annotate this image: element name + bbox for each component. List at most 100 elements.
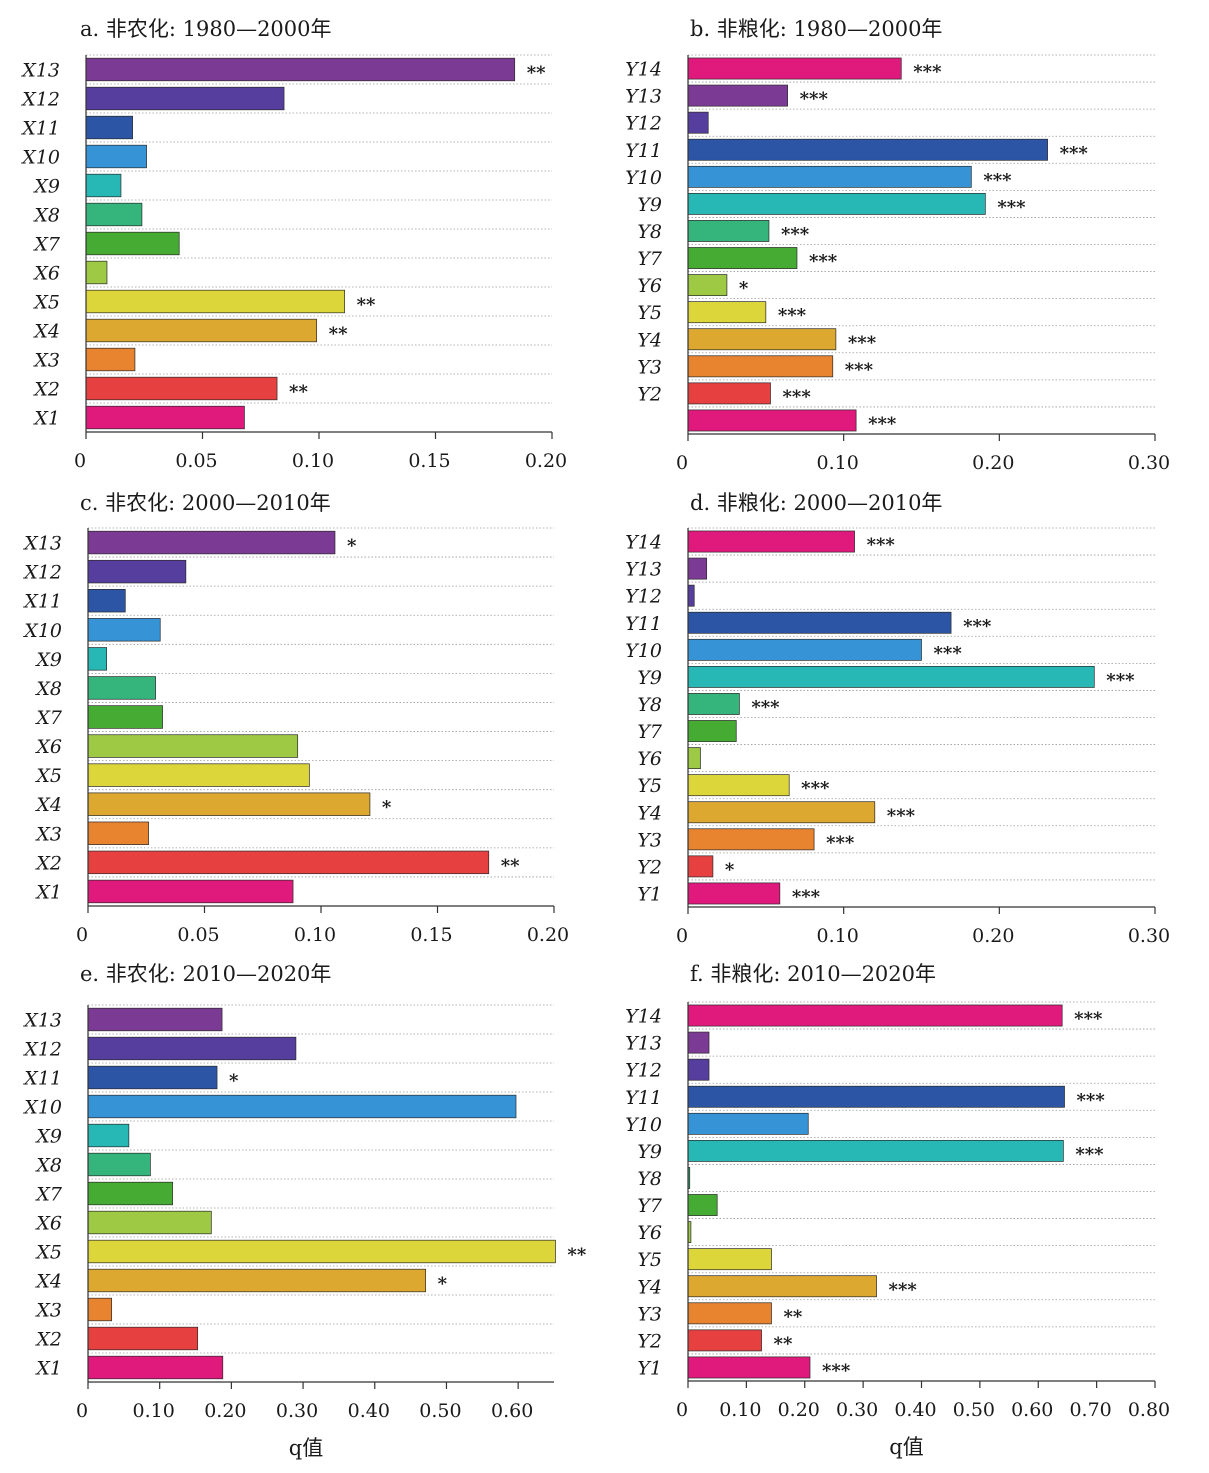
significance-marker: *** [800, 89, 829, 110]
category-label: X4 [32, 321, 60, 343]
x-tick-label: 0.20 [527, 924, 569, 946]
x-tick-label: 0.20 [972, 925, 1014, 947]
category-label: X3 [34, 1300, 62, 1322]
significance-marker: ** [329, 324, 348, 345]
category-label: X13 [20, 60, 60, 82]
significance-marker: *** [887, 805, 916, 826]
bar-Y2 [687, 382, 771, 405]
bar-X4 [85, 318, 318, 343]
category-label: X5 [34, 1242, 62, 1264]
category-label: X12 [22, 562, 62, 584]
significance-marker: ** [774, 1333, 793, 1354]
bar-X1 [87, 879, 294, 904]
category-label: X1 [34, 1358, 62, 1380]
category-label: X6 [32, 263, 60, 285]
bar-X10 [87, 1094, 517, 1119]
bar-X10 [85, 144, 147, 169]
bar-Y7 [687, 247, 798, 269]
significance-marker: *** [826, 832, 855, 853]
bar-X11 [87, 589, 126, 613]
category-label: X3 [34, 823, 62, 845]
category-label: Y11 [625, 1087, 662, 1109]
bar-Y14 [687, 1004, 1063, 1027]
x-tick-label: 0.50 [419, 1400, 461, 1422]
panel-title: a. 非农化: 1980—2000年 [80, 17, 332, 41]
bar-X1 [85, 405, 245, 430]
x-tick-label: 0.05 [175, 450, 217, 472]
bar-X7 [87, 1181, 173, 1206]
bar-X2 [87, 1326, 199, 1351]
panel-f: f. 非粮化: 2010—2020年 Y1 *** Y2 ** Y3 ** Y4 *** Y5 Y6… [625, 962, 1170, 1459]
significance-marker: *** [778, 305, 807, 326]
significance-marker: *** [801, 778, 830, 799]
bar-Y8 [687, 693, 740, 715]
significance-marker: *** [792, 886, 821, 907]
category-label: X2 [34, 1329, 62, 1351]
significance-marker: *** [963, 616, 992, 637]
x-tick-label: 0.20 [204, 1400, 246, 1422]
bar-X4 [87, 792, 371, 816]
bar-Y1 [687, 882, 781, 905]
bar-X6 [87, 1210, 212, 1235]
significance-marker: *** [867, 535, 896, 556]
bar-Y6 [687, 274, 728, 297]
significance-marker: ** [357, 295, 376, 316]
x-tick-label: 0.30 [836, 1399, 878, 1421]
bar-X13 [87, 1007, 223, 1032]
bar-Y10 [687, 638, 922, 661]
category-label: Y3 [637, 356, 662, 378]
bar-X8 [87, 676, 156, 700]
category-label: Y4 [637, 329, 662, 351]
category-label: Y6 [637, 1222, 662, 1244]
bar-Y14 [687, 57, 902, 80]
significance-marker: * [229, 1071, 239, 1092]
bar-X11 [87, 1065, 218, 1090]
panel-e: e. 非农化: 2010—2020年 X1 X2 X3 X4 * X5 ** X6 X7 X8 X9 X… [22, 962, 587, 1460]
significance-marker: *** [845, 359, 874, 380]
bar-Y9 [687, 192, 986, 215]
bar-Y10 [687, 1112, 809, 1135]
bar-Y4 [687, 328, 837, 351]
bar-X9 [87, 647, 107, 671]
category-label: X4 [34, 794, 62, 816]
bar-Y8 [687, 220, 770, 242]
panel-title: f. 非粮化: 2010—2020年 [690, 962, 936, 986]
category-label: X1 [34, 881, 62, 903]
category-label: Y8 [637, 694, 662, 716]
category-label: Y11 [625, 613, 662, 635]
significance-marker: ** [783, 1306, 802, 1327]
bar-Y5 [687, 1248, 772, 1271]
category-label: Y7 [637, 1195, 663, 1217]
category-label: X7 [32, 234, 61, 256]
category-label: Y4 [637, 1276, 662, 1298]
bar-X13 [85, 57, 516, 82]
bar-X13 [87, 530, 336, 555]
category-label: Y3 [637, 1303, 662, 1325]
bar-Y13 [687, 557, 708, 580]
bar-X3 [87, 821, 149, 845]
category-label: Y12 [625, 113, 662, 135]
category-label: X5 [32, 292, 60, 314]
bar-Y7 [687, 720, 737, 742]
x-tick-label: 0 [76, 924, 88, 946]
bar-X7 [87, 705, 163, 729]
bar-X1 [87, 1355, 224, 1380]
category-label: Y1 [637, 1357, 662, 1379]
significance-marker: *** [934, 643, 963, 664]
bar-Y14 [687, 530, 855, 553]
bar-Y9 [687, 665, 1095, 688]
x-tick-label: 0 [676, 925, 688, 947]
panel-title: b. 非粮化: 1980—2000年 [690, 17, 942, 41]
significance-marker: *** [822, 1360, 851, 1381]
significance-marker: * [438, 1274, 448, 1295]
bar-X8 [87, 1152, 151, 1177]
bar-Y1 [687, 1356, 811, 1379]
bar-Y6 [687, 747, 701, 770]
x-tick-label: 0.70 [1069, 1399, 1111, 1421]
significance-marker: *** [809, 251, 838, 272]
bar-Y2 [687, 1329, 762, 1352]
significance-marker: * [725, 859, 735, 880]
bar-X9 [87, 1123, 130, 1148]
x-tick-label: 0.10 [292, 450, 334, 472]
x-tick-label: 0.60 [1011, 1399, 1053, 1421]
